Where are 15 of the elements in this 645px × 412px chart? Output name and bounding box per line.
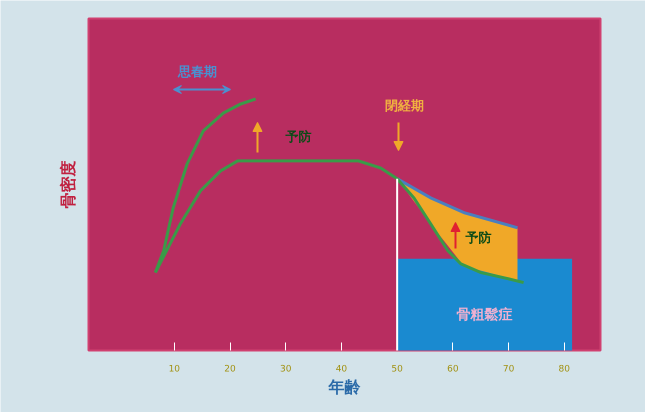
x-axis-title: 年齢: [328, 378, 362, 396]
x-tick-label: 50: [391, 364, 404, 374]
annotation: 予防: [464, 230, 492, 246]
x-tick-label: 10: [168, 364, 180, 374]
series-label: 骨粗鬆症: [456, 306, 513, 324]
x-tick-label: 30: [280, 364, 292, 374]
x-tick-label: 60: [447, 364, 459, 374]
annotation: 予防: [284, 129, 312, 145]
text: 思春期: [177, 65, 217, 80]
x-tick-label: 20: [224, 364, 236, 374]
x-tick-label: 40: [336, 364, 348, 374]
y-axis-title: 骨密度: [58, 160, 78, 208]
annotation: 閉経期: [385, 99, 424, 114]
x-tick-label: 80: [558, 364, 570, 374]
x-tick-label: 70: [502, 364, 515, 374]
